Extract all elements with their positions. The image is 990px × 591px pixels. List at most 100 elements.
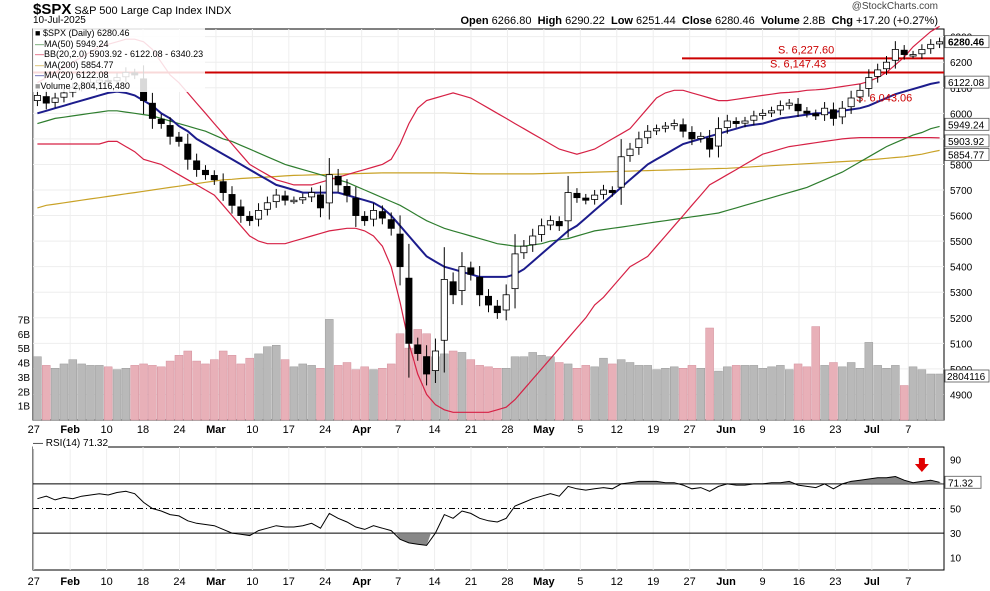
candle-body <box>750 115 758 121</box>
candle-body <box>60 92 68 98</box>
candle <box>829 102 837 126</box>
chart-date: 10-Jul-2025 <box>33 15 86 26</box>
candle <box>458 252 466 306</box>
candle <box>661 122 669 133</box>
candle <box>529 228 537 252</box>
candle-body <box>608 189 616 193</box>
candle-body <box>520 245 528 254</box>
candle-body <box>281 195 289 201</box>
candle-body <box>838 107 846 118</box>
candle-body <box>440 279 448 341</box>
volume-bar <box>369 369 378 421</box>
x-tick-label: 9 <box>759 576 765 588</box>
y-tick-label: 5300 <box>950 288 973 299</box>
volume-tick-label: 6B <box>18 330 31 341</box>
volume-bar <box>192 360 201 421</box>
candle <box>856 84 864 104</box>
candle-body <box>785 102 793 106</box>
volume-bar <box>723 366 732 421</box>
candle <box>343 179 351 203</box>
candle-body <box>387 219 395 229</box>
volume-bar <box>360 366 369 421</box>
y-tick-label: 4900 <box>950 390 973 401</box>
volume-bar <box>501 368 511 421</box>
x-tick-label: 7 <box>395 424 401 436</box>
volume-bar <box>210 359 219 421</box>
volume-bar <box>528 352 537 421</box>
x-tick-label: 10 <box>100 424 112 436</box>
candle-body <box>228 194 236 206</box>
x-tick-label: 10 <box>100 576 112 588</box>
candle-body <box>741 120 749 124</box>
volume-bar <box>236 363 246 421</box>
x-tick-label: Jun <box>716 576 736 588</box>
ohlc-readout: Open 6266.80 High 6290.22 Low 6251.44 Cl… <box>460 15 938 27</box>
candle <box>874 63 882 83</box>
candle-body <box>33 95 41 101</box>
candle <box>626 142 634 162</box>
volume-tick-label: 4B <box>18 359 31 370</box>
candle-body <box>193 160 201 170</box>
x-tick-label: May <box>533 424 555 436</box>
x-tick-label: Jul <box>864 424 880 436</box>
candle-body <box>458 266 466 291</box>
candle <box>635 131 643 155</box>
volume-bar <box>634 365 644 421</box>
candle-body <box>591 194 599 200</box>
volume-bar <box>625 362 635 421</box>
volume-bar <box>77 363 86 421</box>
volume-bar <box>740 365 750 421</box>
volume-bar <box>643 365 652 421</box>
volume-bar <box>316 368 325 421</box>
volume-bar <box>325 319 334 421</box>
low-value: 6251.44 <box>636 15 676 27</box>
candle-body <box>467 267 475 275</box>
volume-bar <box>652 369 661 421</box>
volume-bar <box>572 368 582 421</box>
candle-body <box>316 194 324 209</box>
candle-body <box>564 192 572 222</box>
volume-bar <box>820 365 829 421</box>
volume-bar <box>758 368 767 421</box>
volume-bar <box>687 365 697 421</box>
volume-bar <box>537 355 546 421</box>
volume-bar <box>351 369 361 421</box>
ma20-line <box>37 81 940 278</box>
volume-tick-label: 3B <box>18 373 31 384</box>
x-tick-label: 23 <box>829 576 841 588</box>
candle <box>290 196 298 204</box>
x-tick-label: 24 <box>319 576 331 588</box>
price-tag: 6122.08 <box>948 78 985 89</box>
candle-body <box>414 344 422 354</box>
volume-bar <box>68 359 78 421</box>
x-tick-label: Feb <box>60 576 80 588</box>
volume-bar <box>616 359 626 421</box>
candle-body <box>635 138 643 148</box>
x-tick-label: 19 <box>647 576 659 588</box>
candle <box>768 106 776 118</box>
volume-bar <box>776 365 785 421</box>
candle <box>210 170 218 185</box>
candle <box>423 345 431 386</box>
volume-bar <box>811 326 820 421</box>
candle-body <box>361 215 369 222</box>
candle <box>281 190 289 206</box>
candle-body <box>555 221 563 227</box>
x-tick-label: 27 <box>28 576 40 588</box>
volume-bar <box>749 365 759 421</box>
rsi-tag: 71.32 <box>948 478 973 489</box>
volume-bar <box>590 366 599 421</box>
x-tick-label: 24 <box>173 424 185 436</box>
volume-bar <box>50 368 60 421</box>
volume-bar <box>678 368 688 421</box>
volume-bar <box>307 365 316 421</box>
candle-body <box>776 105 784 111</box>
volume-bar <box>908 366 918 421</box>
volume-bar <box>926 373 935 421</box>
x-tick-label: Mar <box>206 424 226 436</box>
volume-bar <box>289 366 299 421</box>
candle <box>670 119 678 130</box>
candle-body <box>821 107 829 116</box>
candle <box>272 188 280 208</box>
